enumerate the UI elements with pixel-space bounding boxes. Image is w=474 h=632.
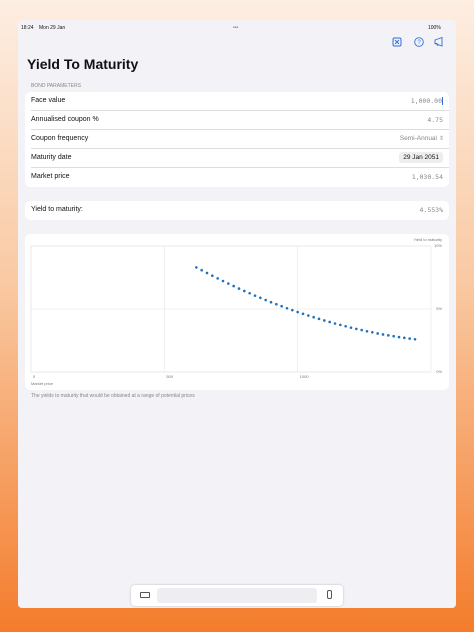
data-point [339,323,342,327]
data-point [392,334,395,338]
data-point [365,330,369,333]
data-point [275,302,278,306]
data-point [200,268,203,272]
section-heading: BOND PARAMETERS [31,83,81,89]
close-icon [394,39,400,45]
parameter-value[interactable]: 1,030.54 [411,173,443,181]
result-label: Yield to maturity: [31,206,83,213]
data-point [195,266,198,269]
data-point [376,332,379,335]
help-icon: ? [417,40,421,46]
chart: Yield to maturity Market price 10% 5% 0% 0 5… [30,237,442,386]
parameter-value[interactable]: Semi-Annual [399,135,437,142]
data-point [408,337,411,340]
parameter-value[interactable]: 1,000.00 [410,97,443,105]
parameter-label: Maturity date [31,154,72,161]
data-point [232,284,235,288]
data-point [397,335,401,339]
x-tick-label: 0 [33,374,36,379]
parameter-label: Face value [31,97,66,104]
data-point [413,337,417,341]
separator [31,129,449,130]
battery: 100% [428,25,441,31]
separator [31,148,449,149]
data-point [205,271,209,275]
title: Yield To Maturity [27,56,139,72]
separator [31,167,449,168]
parameters-card: Face value 1,000.00 Annualised coupon % 4.7… [25,92,449,187]
data-point [296,310,299,314]
data-point [403,336,406,340]
data-point [323,319,326,322]
suggestion-bar[interactable] [157,588,317,603]
help-button[interactable] [414,37,424,47]
result-row: Yield to maturity: 4.553% [25,201,449,220]
y-tick-label: 0% [436,369,442,374]
close-button[interactable] [392,37,402,47]
parameter-row: Annualised coupon % 4.75 [25,111,449,130]
parameter-value[interactable]: 29 Jan 2051 [399,152,443,163]
keyboard-toolbar [131,585,343,606]
data-point [387,334,390,337]
data-point [248,291,251,295]
data-point [349,326,353,329]
data-point [264,298,267,302]
data-point [211,274,214,278]
data-point [301,312,305,316]
parameter-label: Coupon frequency [31,135,89,142]
data-point [285,306,289,310]
multitask-dots[interactable]: ••• [233,25,239,31]
y-axis-title: Yield to maturity [413,237,442,242]
parameter-value[interactable]: 4.75 [427,116,443,124]
parameter-row: Coupon frequency Semi-Annual ⇕ [25,130,449,149]
toolbar-icons: ? [392,36,443,47]
announce-button[interactable] [434,36,443,47]
result-card: Yield to maturity: 4.553% [25,201,449,220]
data-point [317,317,321,321]
y-tick-label: 10% [434,243,442,248]
x-tick-label: 1000 [300,374,310,379]
data-point [253,294,257,297]
keyboard-icon[interactable] [140,592,150,598]
data-point [371,331,374,334]
chart-card: Yield to maturity Market price 10% 5% 0% 0 5… [25,234,449,390]
data-point [280,304,283,308]
date: Mon 29 Jan [39,25,66,31]
chevron: ⇕ [438,136,444,142]
x-tick-label: 500 [166,374,173,379]
data-point [355,327,358,331]
parameter-label: Market price [31,173,70,180]
data-point [237,287,241,290]
time: 18:24 [21,25,34,31]
mic-icon[interactable] [327,590,332,599]
data-point [344,324,347,328]
parameter-label: Annualised coupon % [31,116,99,123]
data-point [312,315,315,319]
data-point [307,314,310,317]
data-point [360,328,363,332]
data-point [269,300,273,304]
data-point [328,320,331,324]
result-value: 4.553% [419,206,443,214]
data-point [216,277,219,280]
parameter-row: Market price 1,030.54 [25,168,449,187]
data-point [243,289,246,293]
data-point [381,333,385,336]
x-axis-title: Market price [31,381,54,386]
data-point [227,282,230,285]
data-point [221,279,225,283]
data-point [259,296,262,300]
separator [31,110,449,111]
parameter-row: Face value 1,000.00 [25,92,449,111]
y-tick-label: 5% [436,306,442,311]
data-point [291,308,294,312]
parameter-row: Maturity date 29 Jan 2051 [25,149,449,168]
caption: The yields to maturity that would be obt… [31,393,195,399]
data-point [333,322,337,325]
